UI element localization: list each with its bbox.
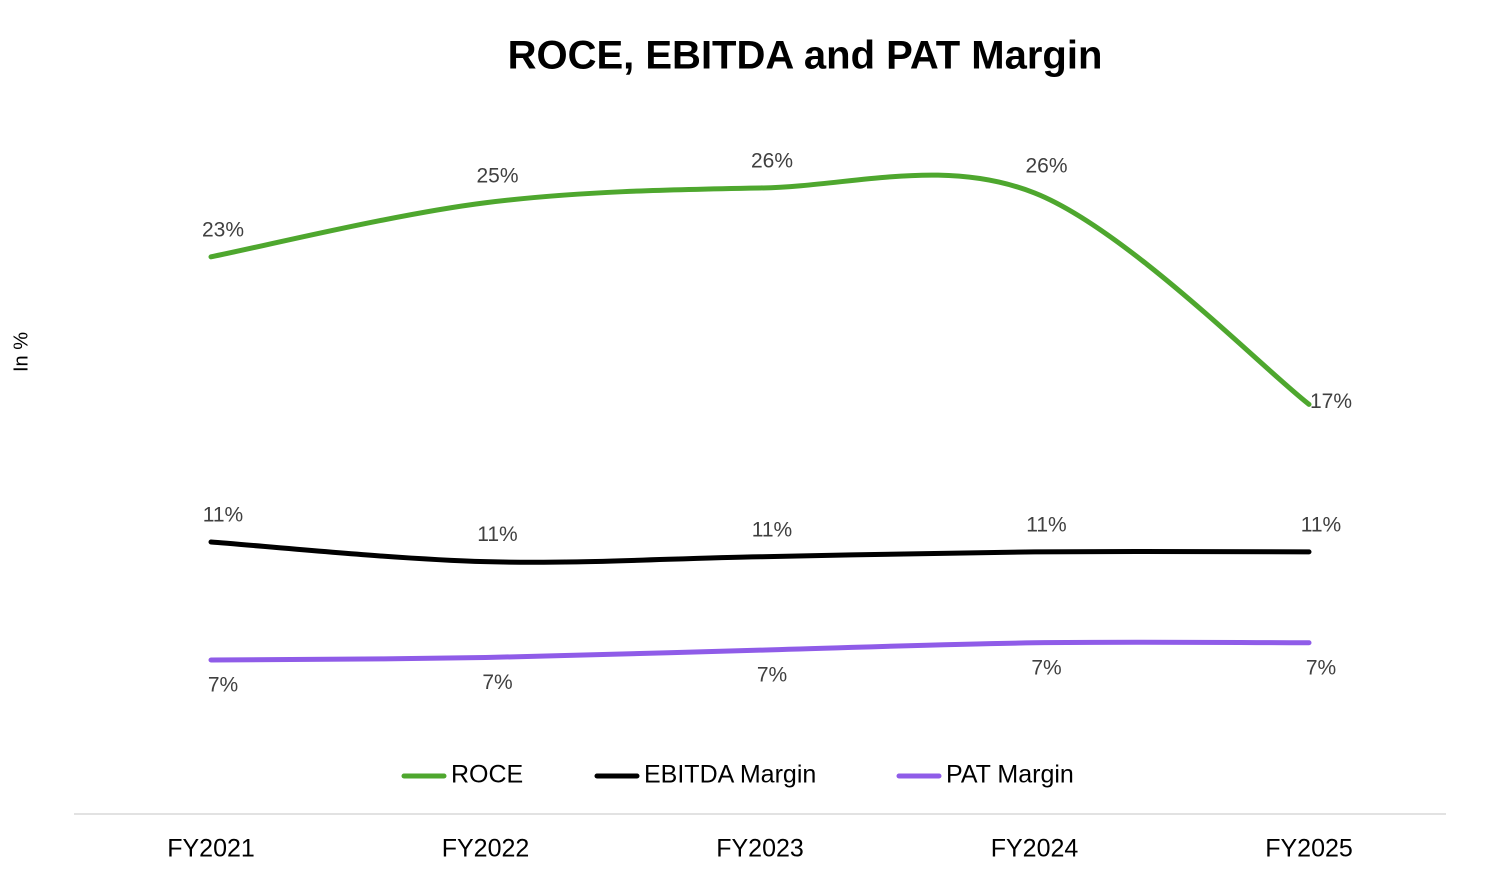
data-label: 26%: [1025, 154, 1067, 177]
x-tick-label: FY2024: [991, 835, 1079, 863]
data-label: 7%: [1031, 656, 1061, 679]
data-label: 25%: [476, 164, 518, 187]
series-line: [208, 539, 1312, 565]
data-label: 11%: [203, 504, 243, 527]
legend-label: EBITDA Margin: [644, 761, 816, 789]
x-tick-label: FY2022: [442, 835, 530, 863]
x-tick-label: FY2021: [167, 835, 255, 863]
y-axis-label: In %: [10, 332, 32, 372]
series-line: [208, 639, 1312, 663]
data-label: 17%: [1310, 390, 1352, 413]
series-line: [208, 172, 1312, 407]
data-label: 11%: [1026, 513, 1066, 536]
data-label: 11%: [752, 518, 792, 541]
chart-title: ROCE, EBITDA and PAT Margin: [508, 34, 1103, 78]
data-label: 11%: [1301, 513, 1341, 536]
data-label: 7%: [757, 664, 787, 687]
data-label: 7%: [482, 671, 512, 694]
x-tick-label: FY2025: [1265, 835, 1353, 863]
data-label: 26%: [751, 150, 793, 173]
data-label: 11%: [477, 523, 517, 546]
data-label: 7%: [1306, 656, 1336, 679]
legend-label: ROCE: [451, 761, 523, 789]
data-label: 23%: [202, 218, 244, 241]
legend-label: PAT Margin: [946, 761, 1074, 789]
data-label: 7%: [208, 674, 238, 697]
x-tick-label: FY2023: [716, 835, 804, 863]
